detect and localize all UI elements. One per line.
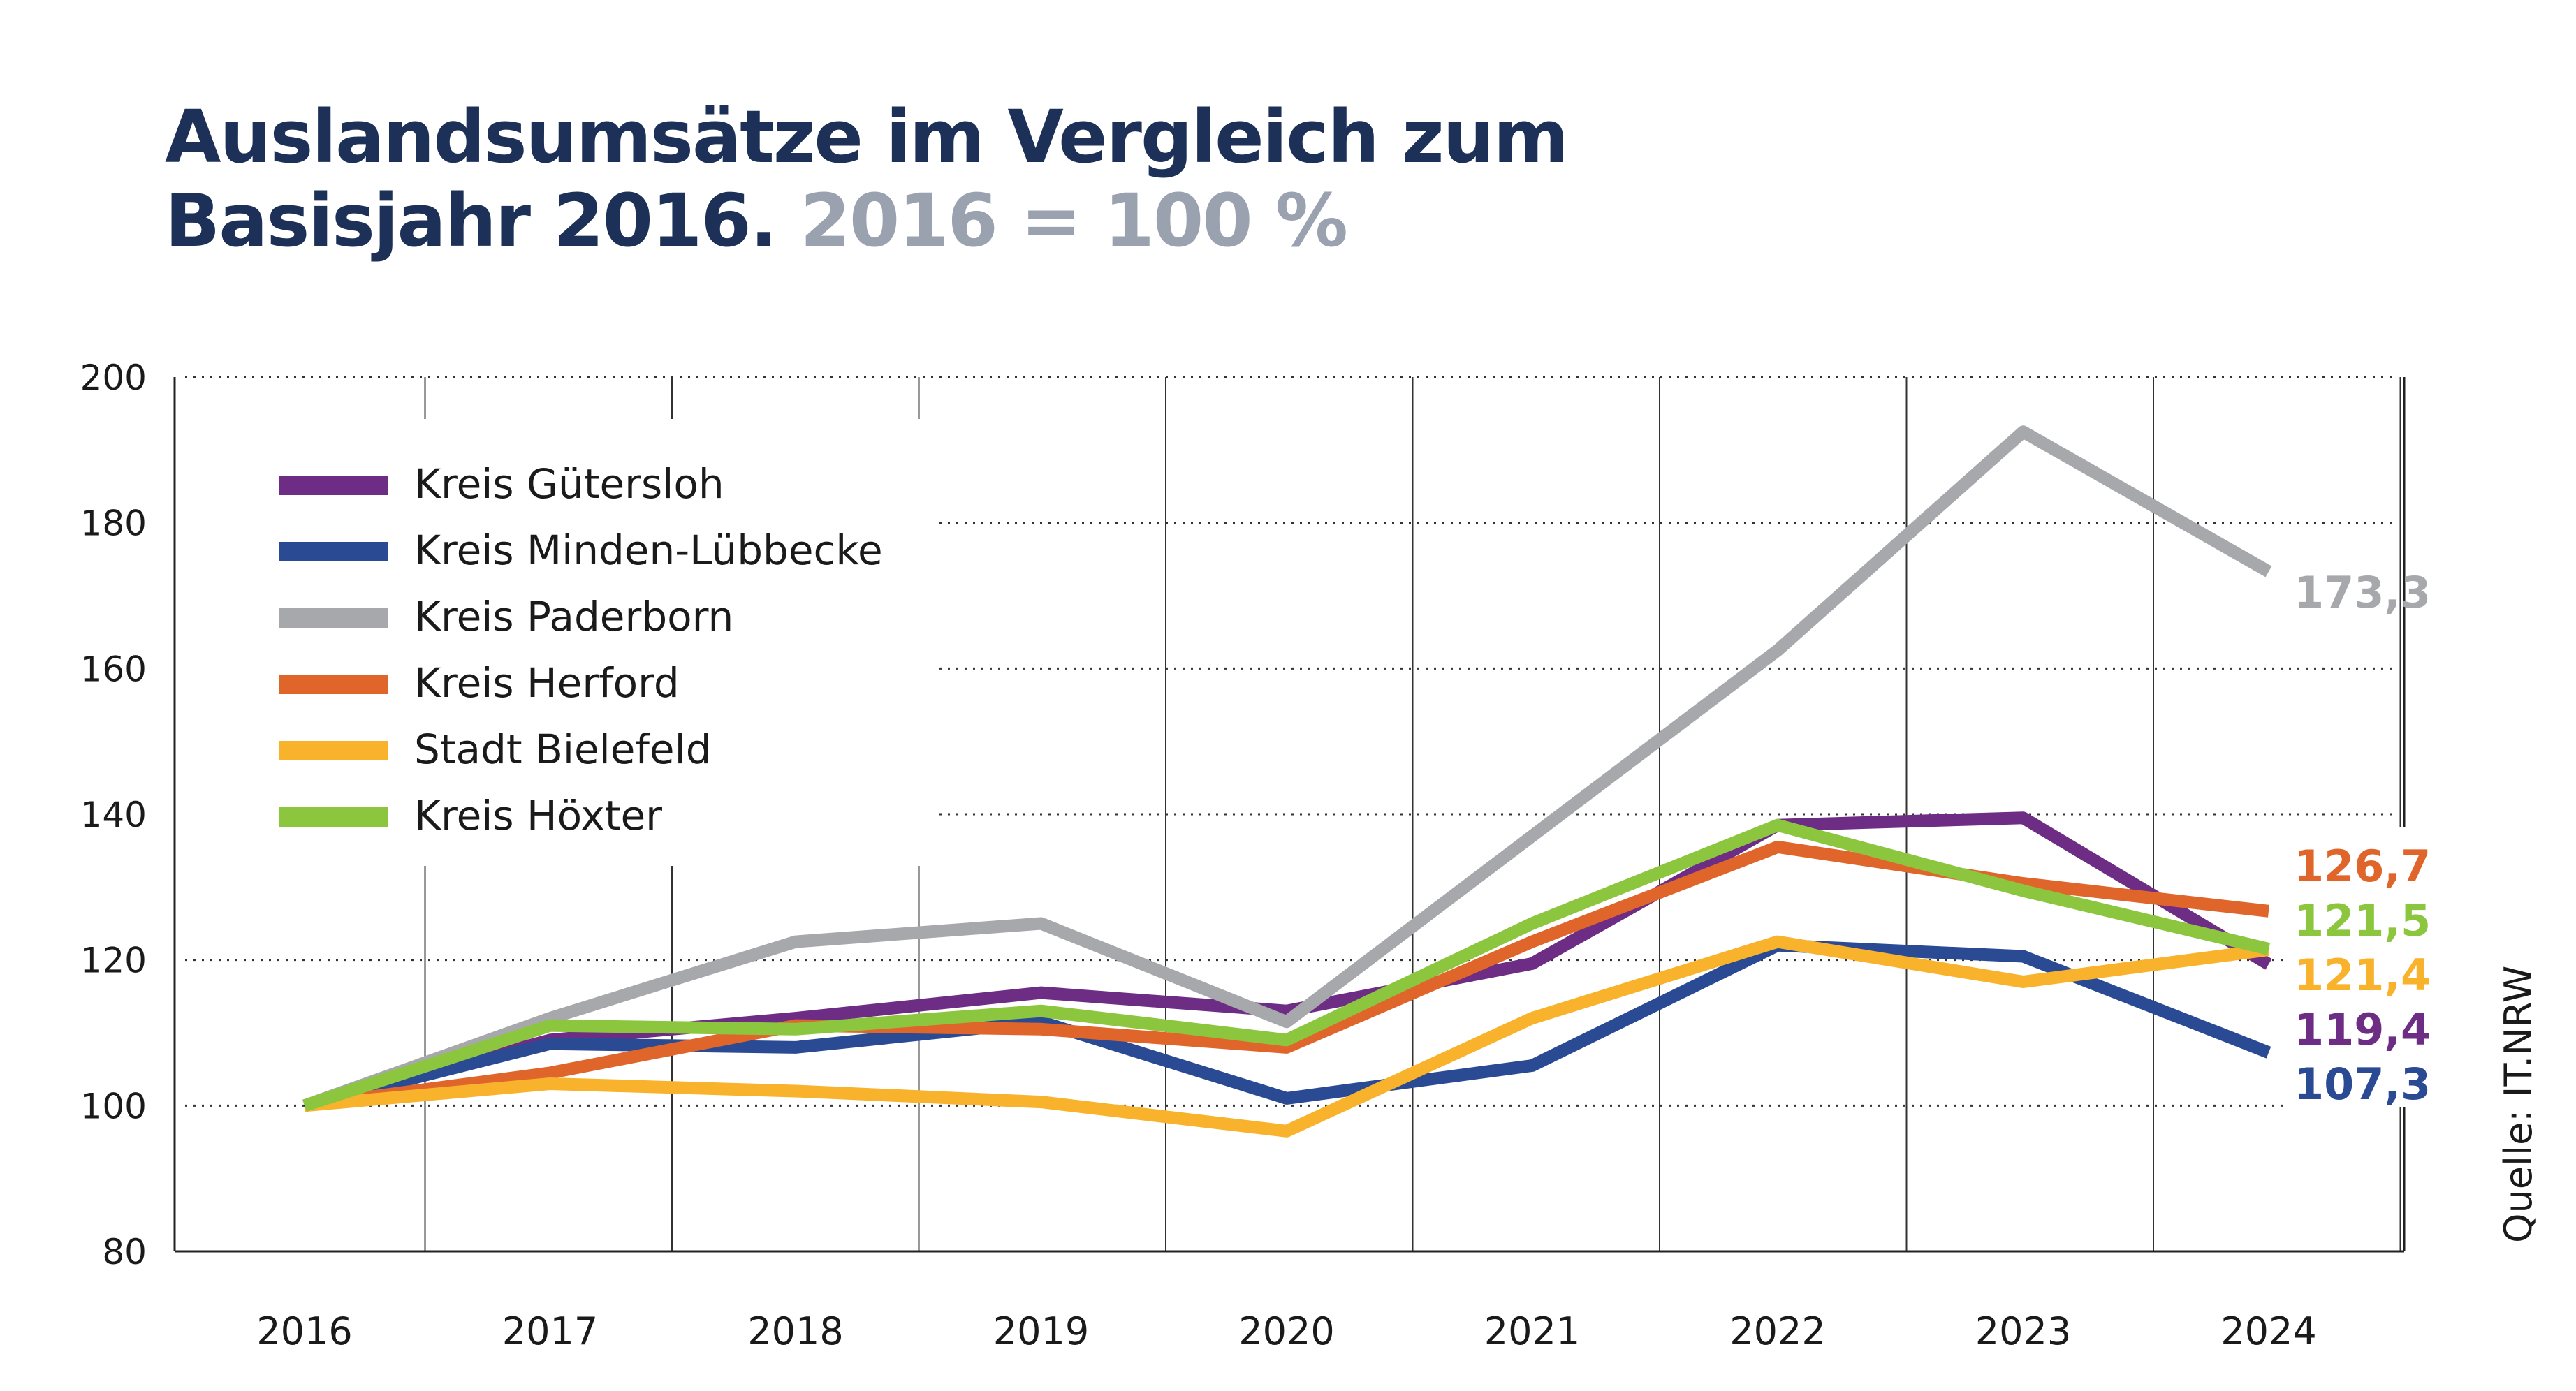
chart-subtitle: 2016 = 100 % — [800, 178, 1348, 263]
legend-swatch — [279, 675, 388, 694]
legend-swatch — [279, 741, 388, 760]
y-tick-label: 80 — [102, 1232, 147, 1272]
title-line-1: Auslandsumsätze im Vergleich zum — [165, 94, 1569, 179]
legend-label: Kreis Höxter — [414, 792, 662, 839]
x-tick-label: 2022 — [1729, 1309, 1825, 1353]
end-value-label: 126,7 — [2294, 841, 2431, 892]
legend-swatch — [279, 807, 388, 827]
legend-swatch — [279, 542, 388, 561]
chart-title: Auslandsumsätze im Vergleich zum Basisja… — [165, 94, 1569, 263]
series-line — [302, 818, 2271, 1112]
legend-label: Kreis Paderborn — [414, 593, 733, 640]
y-tick-label: 120 — [80, 941, 147, 981]
series-lines — [302, 425, 2272, 1138]
end-value-label: 119,4 — [2294, 1004, 2431, 1055]
y-tick-label: 160 — [80, 649, 147, 689]
y-tick-label: 140 — [80, 795, 147, 835]
legend: Kreis Gütersloh Kreis Minden-Lübbecke Krei… — [279, 460, 883, 839]
x-tick-label: 2017 — [502, 1309, 598, 1353]
x-tick-label: 2019 — [993, 1309, 1089, 1353]
series-line — [302, 939, 2271, 1112]
end-value-label: 121,5 — [2294, 895, 2431, 946]
x-tick-label: 2023 — [1975, 1309, 2071, 1353]
source-note: Quelle: IT.NRW — [2496, 965, 2540, 1243]
end-value-label: 107,3 — [2294, 1059, 2431, 1110]
legend-swatch — [279, 608, 388, 628]
title-line-2: Basisjahr 2016. — [165, 178, 777, 263]
series-line — [304, 935, 2270, 1138]
legend-label: Kreis Minden-Lübbecke — [414, 527, 883, 574]
x-tick-label: 2016 — [256, 1309, 352, 1353]
legend-label: Stadt Bielefeld — [414, 726, 712, 773]
legend-label: Kreis Herford — [414, 659, 680, 707]
x-tick-label: 2021 — [1484, 1309, 1580, 1353]
axes: 80 100 120 140 160 180 200 2016 2017 2018 2019 2020… — [80, 358, 2406, 1353]
y-tick-label: 200 — [80, 358, 147, 398]
legend-swatch — [279, 476, 388, 495]
x-tick-label: 2024 — [2220, 1309, 2316, 1353]
y-tick-label: 180 — [80, 503, 147, 544]
x-tick-label: 2020 — [1238, 1309, 1334, 1353]
end-value-label: 121,4 — [2294, 950, 2431, 1001]
legend-label: Kreis Gütersloh — [414, 460, 724, 508]
x-tick-label: 2018 — [747, 1309, 843, 1353]
end-value-label: 173,3 — [2294, 567, 2431, 618]
series-line — [302, 425, 2272, 1112]
y-tick-label: 100 — [80, 1086, 147, 1126]
end-label-backdrop — [2284, 827, 2424, 1107]
